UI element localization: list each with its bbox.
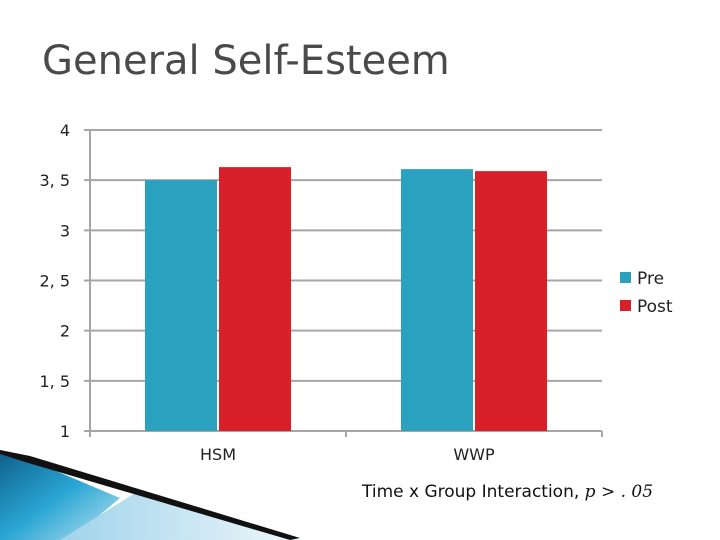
decor-blue-shape (0, 452, 120, 540)
legend: Pre Post (620, 269, 673, 317)
interaction-footnote: Time x Group Interaction, p > . 05 (362, 482, 653, 502)
bar-wwp-post (475, 171, 547, 432)
y-tick-label: 1 (60, 422, 70, 441)
y-tick-label: 2 (60, 322, 70, 341)
bars (145, 167, 547, 432)
footnote-text: Time x Group Interaction, (362, 482, 585, 502)
x-category-label: HSM (200, 445, 236, 464)
y-tick-label: 3, 5 (39, 171, 70, 190)
y-tick-label: 4 (60, 121, 70, 140)
corner-decoration (0, 450, 300, 540)
bar-hsm-post (219, 167, 291, 431)
bar-hsm-pre (145, 180, 217, 431)
decor-black-stroke (0, 450, 300, 540)
labels: 1 1, 5 2 2, 5 3 3, 5 4 HSM WWP (39, 121, 495, 464)
footnote-stat: p > . 05 (584, 482, 654, 502)
chart-title: General Self-Esteem (42, 38, 450, 84)
legend-swatch-pre (620, 272, 631, 283)
bar-wwp-pre (401, 169, 473, 431)
y-tick-label: 2, 5 (39, 272, 70, 291)
x-category-label: WWP (453, 445, 495, 464)
decor-pale-shape (60, 490, 300, 540)
y-tick-label: 1, 5 (39, 372, 70, 391)
y-tick-label: 3 (60, 221, 70, 240)
legend-label-post: Post (637, 297, 673, 317)
legend-label-pre: Pre (637, 269, 664, 289)
legend-swatch-post (620, 300, 631, 311)
